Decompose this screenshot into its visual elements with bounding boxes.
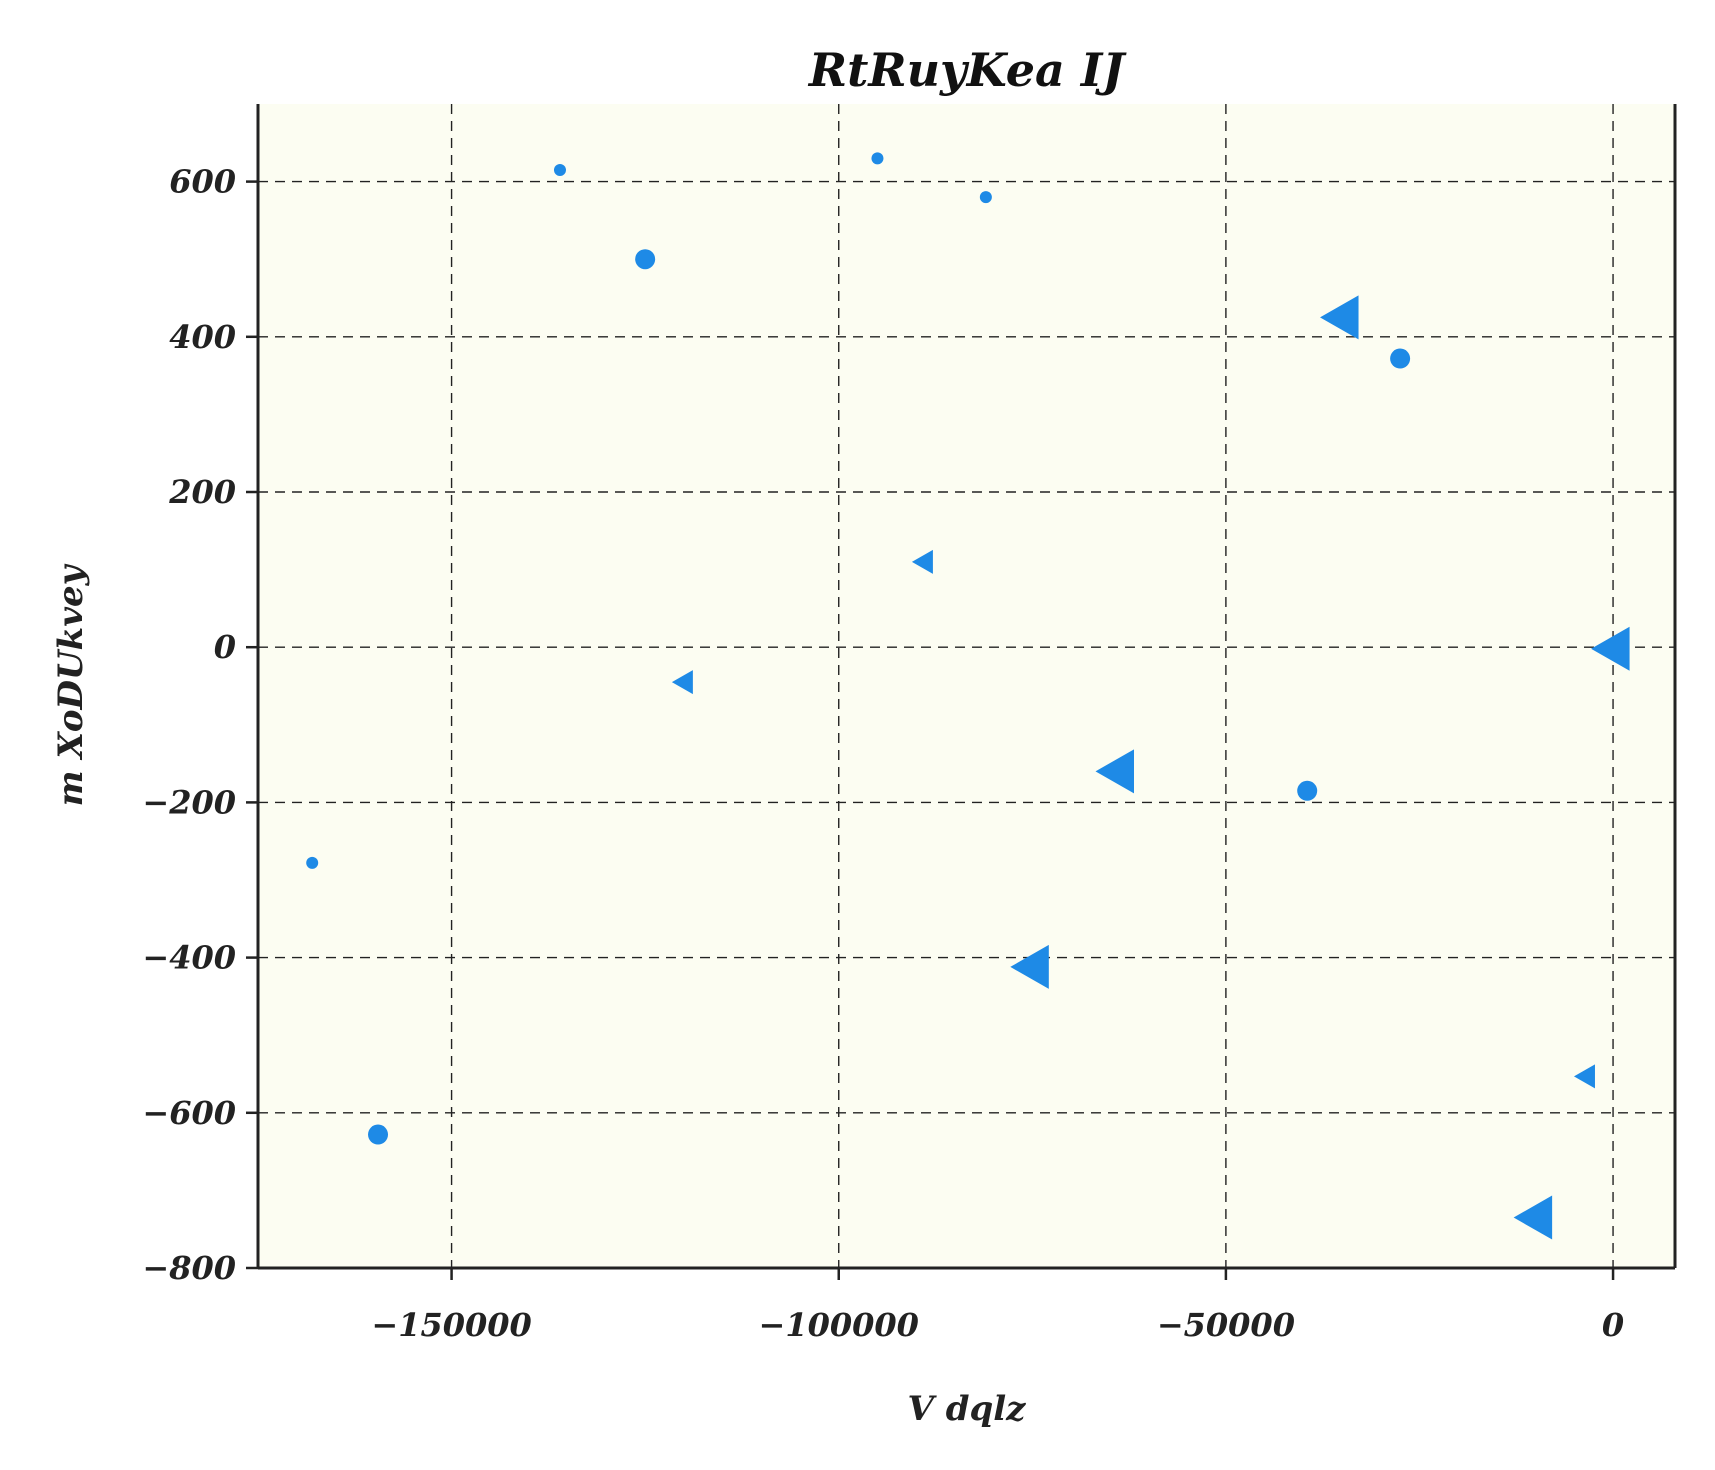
scatter-point-circle [1297, 780, 1318, 801]
y-tick-label: 600 [169, 163, 236, 201]
x-tick-label: −50000 [1157, 1306, 1295, 1344]
scatter-point-triangle [671, 670, 693, 695]
scatter-point-triangle [911, 549, 933, 574]
scatter-point-circle [368, 1124, 389, 1145]
scatter-point-triangle [1320, 295, 1359, 340]
x-tick-label: 0 [1602, 1306, 1624, 1344]
scatter-point-triangle [1591, 626, 1630, 671]
y-tick-label: −600 [142, 1094, 236, 1132]
x-tick-label: −150000 [371, 1306, 531, 1344]
y-tick-label: 400 [169, 318, 236, 356]
y-tick-label: −200 [142, 783, 236, 821]
x-axis-label: V dqlz [908, 1389, 1027, 1429]
y-axis-ticks: −800 −600 −400 −200 0 200 400 600 [142, 163, 258, 1287]
scatter-point-circle [306, 856, 319, 869]
y-tick-label: −800 [142, 1249, 236, 1287]
x-axis-ticks: −150000 −100000 −50000 0 [371, 1268, 1624, 1344]
scatter-point-triangle [1573, 1064, 1595, 1089]
y-tick-label: 0 [214, 628, 236, 666]
scatter-point-circle [1390, 348, 1411, 369]
axes-spines [256, 104, 1677, 1270]
scatter-point-circle [871, 152, 884, 165]
y-tick-label: 200 [168, 473, 236, 511]
scatter-point-circle [553, 163, 566, 176]
chart-title: RtRuyKea IJ [807, 43, 1127, 97]
x-tick-label: −100000 [759, 1306, 919, 1344]
y-tick-label: −400 [142, 939, 236, 977]
data-points [306, 152, 1630, 1240]
y-axis-label: m XoDUkvey [51, 563, 91, 806]
scatter-point-circle [979, 191, 992, 204]
scatter-point-triangle [1513, 1195, 1553, 1240]
scatter-point-triangle [1010, 944, 1049, 989]
scatter-point-circle [635, 249, 656, 270]
scatter-point-triangle [1095, 749, 1134, 794]
plot-background [258, 104, 1675, 1268]
